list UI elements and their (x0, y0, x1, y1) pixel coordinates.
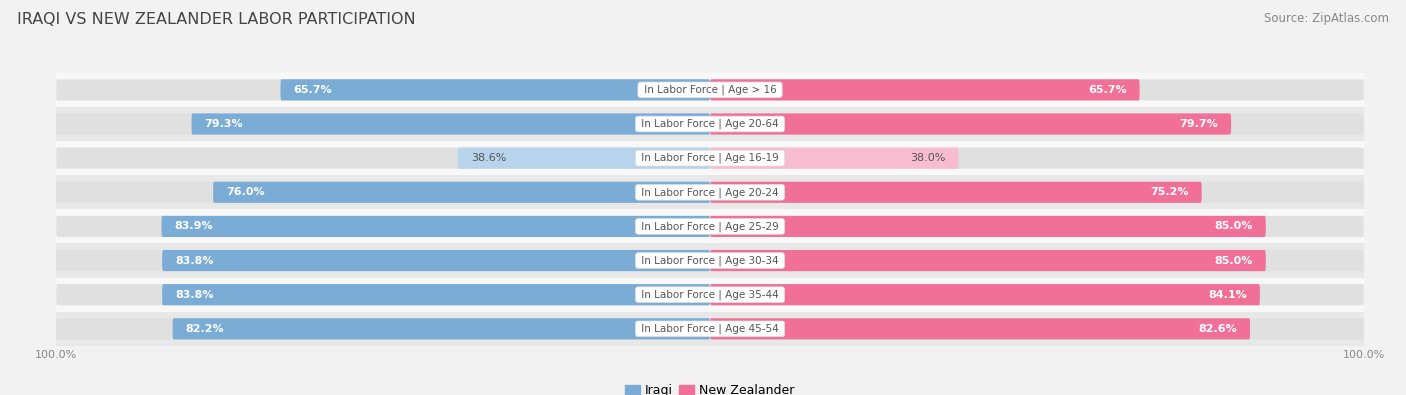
Bar (56, 243, 1364, 278)
FancyBboxPatch shape (710, 318, 1250, 339)
FancyBboxPatch shape (710, 182, 1364, 203)
FancyBboxPatch shape (56, 148, 710, 169)
Bar (56, 73, 1364, 107)
FancyBboxPatch shape (710, 113, 1364, 135)
Legend: Iraqi, New Zealander: Iraqi, New Zealander (620, 379, 800, 395)
Text: 38.0%: 38.0% (910, 153, 945, 163)
FancyBboxPatch shape (56, 284, 710, 305)
FancyBboxPatch shape (710, 250, 1265, 271)
FancyBboxPatch shape (56, 216, 710, 237)
FancyBboxPatch shape (191, 113, 710, 135)
FancyBboxPatch shape (458, 148, 710, 169)
FancyBboxPatch shape (162, 216, 710, 237)
Text: IRAQI VS NEW ZEALANDER LABOR PARTICIPATION: IRAQI VS NEW ZEALANDER LABOR PARTICIPATI… (17, 12, 416, 27)
Text: 84.1%: 84.1% (1208, 290, 1247, 300)
Bar (56, 107, 1364, 141)
FancyBboxPatch shape (162, 284, 710, 305)
FancyBboxPatch shape (710, 182, 1202, 203)
FancyBboxPatch shape (162, 250, 710, 271)
FancyBboxPatch shape (56, 250, 710, 271)
Text: 82.2%: 82.2% (186, 324, 225, 334)
Text: 85.0%: 85.0% (1215, 222, 1253, 231)
Text: 83.9%: 83.9% (174, 222, 214, 231)
FancyBboxPatch shape (710, 216, 1265, 237)
FancyBboxPatch shape (710, 113, 1232, 135)
Text: 83.8%: 83.8% (176, 290, 214, 300)
FancyBboxPatch shape (710, 216, 1364, 237)
Text: In Labor Force | Age 25-29: In Labor Force | Age 25-29 (638, 221, 782, 232)
Text: In Labor Force | Age 16-19: In Labor Force | Age 16-19 (638, 153, 782, 164)
FancyBboxPatch shape (710, 318, 1364, 339)
FancyBboxPatch shape (710, 250, 1364, 271)
FancyBboxPatch shape (710, 284, 1364, 305)
Text: In Labor Force | Age 30-34: In Labor Force | Age 30-34 (638, 255, 782, 266)
Text: 75.2%: 75.2% (1150, 187, 1188, 197)
FancyBboxPatch shape (214, 182, 710, 203)
FancyBboxPatch shape (710, 148, 1364, 169)
Bar (56, 209, 1364, 243)
FancyBboxPatch shape (56, 318, 710, 339)
FancyBboxPatch shape (710, 284, 1260, 305)
Text: In Labor Force | Age 45-54: In Labor Force | Age 45-54 (638, 324, 782, 334)
Text: Source: ZipAtlas.com: Source: ZipAtlas.com (1264, 12, 1389, 25)
Text: 82.6%: 82.6% (1198, 324, 1237, 334)
Text: 65.7%: 65.7% (294, 85, 332, 95)
FancyBboxPatch shape (173, 318, 710, 339)
Text: In Labor Force | Age > 16: In Labor Force | Age > 16 (641, 85, 779, 95)
FancyBboxPatch shape (280, 79, 710, 100)
Bar (56, 278, 1364, 312)
FancyBboxPatch shape (710, 148, 959, 169)
Text: 76.0%: 76.0% (226, 187, 264, 197)
FancyBboxPatch shape (710, 79, 1364, 100)
Bar (56, 141, 1364, 175)
Text: 83.8%: 83.8% (176, 256, 214, 265)
FancyBboxPatch shape (56, 113, 710, 135)
Text: 38.6%: 38.6% (471, 153, 506, 163)
FancyBboxPatch shape (56, 79, 710, 100)
FancyBboxPatch shape (710, 79, 1140, 100)
Text: 65.7%: 65.7% (1088, 85, 1126, 95)
Text: In Labor Force | Age 20-64: In Labor Force | Age 20-64 (638, 119, 782, 129)
Text: 79.7%: 79.7% (1180, 119, 1218, 129)
Text: 85.0%: 85.0% (1215, 256, 1253, 265)
Bar (56, 175, 1364, 209)
Text: In Labor Force | Age 35-44: In Labor Force | Age 35-44 (638, 290, 782, 300)
Text: In Labor Force | Age 20-24: In Labor Force | Age 20-24 (638, 187, 782, 198)
Bar (56, 312, 1364, 346)
FancyBboxPatch shape (56, 182, 710, 203)
Text: 79.3%: 79.3% (205, 119, 243, 129)
